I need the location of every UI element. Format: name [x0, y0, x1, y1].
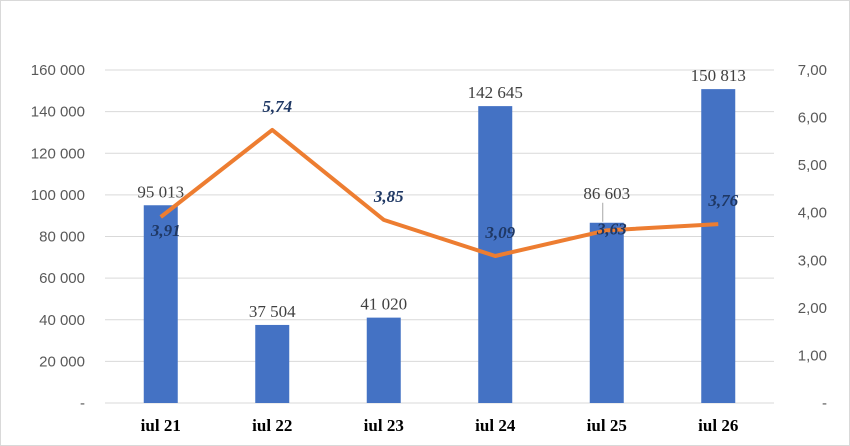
bar	[589, 222, 624, 403]
bar-data-label: 150 813	[691, 66, 746, 85]
left-axis-tick-label: -	[80, 395, 85, 412]
right-axis-tick-label: 4,00	[798, 205, 827, 222]
line-data-labels: 3,91 5,74 3,85 3,09 3,63 3,76	[150, 97, 739, 242]
right-axis-tick-label: 1,00	[798, 347, 827, 364]
line-data-label: 3,85	[373, 187, 404, 206]
line-series	[159, 127, 719, 259]
left-axis-tick-label: 40 000	[39, 312, 85, 329]
bar	[143, 205, 178, 403]
line-data-label: 3,09	[484, 223, 515, 242]
left-axis-tick-label: 140 000	[31, 104, 85, 121]
bar-data-label: 142 645	[468, 83, 523, 102]
right-axis-tick-label: 7,00	[798, 62, 827, 79]
category-label: iul 21	[141, 416, 181, 435]
line-data-label: 5,74	[262, 97, 292, 116]
bar	[255, 324, 290, 403]
bar-data-label: 86 603	[583, 184, 630, 203]
left-axis-tick-label: 160 000	[31, 62, 85, 79]
bar-data-label: 37 504	[249, 302, 296, 321]
bar-series	[143, 89, 736, 404]
right-axis-tick-label: 2,00	[798, 300, 827, 317]
left-axis-ticks: - 20 000 40 000 60 000 80 000 100 000 120 000 1…	[31, 62, 85, 412]
category-label: iul 25	[587, 416, 627, 435]
bar	[701, 89, 736, 403]
line-path	[159, 127, 719, 259]
left-axis-tick-label: 120 000	[31, 145, 85, 162]
left-axis-tick-label: 100 000	[31, 187, 85, 204]
left-axis-tick-label: 60 000	[39, 270, 85, 287]
line-data-label: 3,76	[707, 191, 738, 210]
right-axis-tick-label: 3,00	[798, 252, 827, 269]
category-label: iul 22	[252, 416, 292, 435]
bar	[366, 317, 401, 403]
left-axis-tick-label: 20 000	[39, 353, 85, 370]
left-axis-tick-label: 80 000	[39, 229, 85, 246]
right-axis-tick-label: 6,00	[798, 110, 827, 127]
category-label: iul 24	[475, 416, 516, 435]
bar-data-labels: 95 013 37 504 41 020 142 645 86 603 150 813	[137, 66, 746, 321]
right-axis-tick-label: 5,00	[798, 157, 827, 174]
category-axis-labels: iul 21 iul 22 iul 23 iul 24 iul 25 iul 26	[141, 416, 739, 435]
line-data-label: 3,63	[596, 219, 627, 238]
line-data-label: 3,91	[150, 221, 181, 240]
bar-data-label: 41 020	[360, 295, 407, 314]
category-label: iul 26	[698, 416, 738, 435]
bar-data-label: 95 013	[137, 182, 184, 201]
right-axis-tick-label: -	[822, 395, 827, 412]
right-axis-ticks: - 1,00 2,00 3,00 4,00 5,00 6,00 7,00	[798, 62, 827, 412]
category-label: iul 23	[364, 416, 404, 435]
